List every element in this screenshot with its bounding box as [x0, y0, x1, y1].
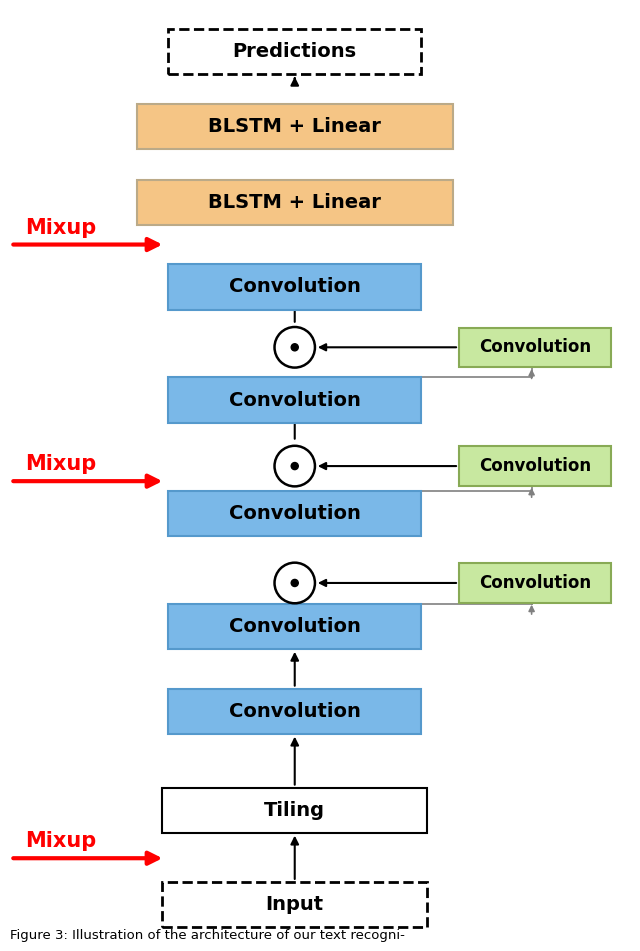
Text: Convolution: Convolution — [228, 278, 361, 297]
Text: Mixup: Mixup — [26, 454, 97, 474]
Text: Mixup: Mixup — [26, 830, 97, 851]
FancyBboxPatch shape — [459, 327, 611, 367]
FancyBboxPatch shape — [168, 689, 421, 734]
FancyBboxPatch shape — [162, 882, 428, 927]
Text: BLSTM + Linear: BLSTM + Linear — [208, 193, 381, 212]
Ellipse shape — [275, 563, 315, 603]
Text: BLSTM + Linear: BLSTM + Linear — [208, 117, 381, 136]
Ellipse shape — [291, 579, 298, 587]
Text: Convolution: Convolution — [228, 617, 361, 636]
Text: Convolution: Convolution — [479, 339, 591, 357]
FancyBboxPatch shape — [168, 264, 421, 310]
Ellipse shape — [275, 327, 315, 368]
FancyBboxPatch shape — [168, 29, 421, 74]
FancyBboxPatch shape — [459, 563, 611, 603]
FancyBboxPatch shape — [137, 180, 452, 224]
Text: Predictions: Predictions — [233, 42, 356, 61]
FancyBboxPatch shape — [168, 491, 421, 535]
Text: Tiling: Tiling — [264, 801, 325, 820]
Ellipse shape — [291, 343, 298, 351]
Text: Mixup: Mixup — [26, 218, 97, 238]
FancyBboxPatch shape — [168, 378, 421, 422]
FancyBboxPatch shape — [459, 446, 611, 486]
Text: Convolution: Convolution — [228, 504, 361, 523]
FancyBboxPatch shape — [162, 787, 428, 833]
Text: Convolution: Convolution — [479, 574, 591, 592]
Text: Figure 3: Illustration of the architecture of our text recogni-: Figure 3: Illustration of the architectu… — [10, 929, 405, 942]
FancyBboxPatch shape — [137, 104, 452, 149]
Ellipse shape — [291, 462, 298, 470]
Text: Input: Input — [266, 895, 324, 914]
Text: Convolution: Convolution — [228, 391, 361, 410]
FancyBboxPatch shape — [168, 604, 421, 649]
Ellipse shape — [275, 446, 315, 486]
Text: Convolution: Convolution — [228, 702, 361, 721]
Text: Convolution: Convolution — [479, 457, 591, 476]
